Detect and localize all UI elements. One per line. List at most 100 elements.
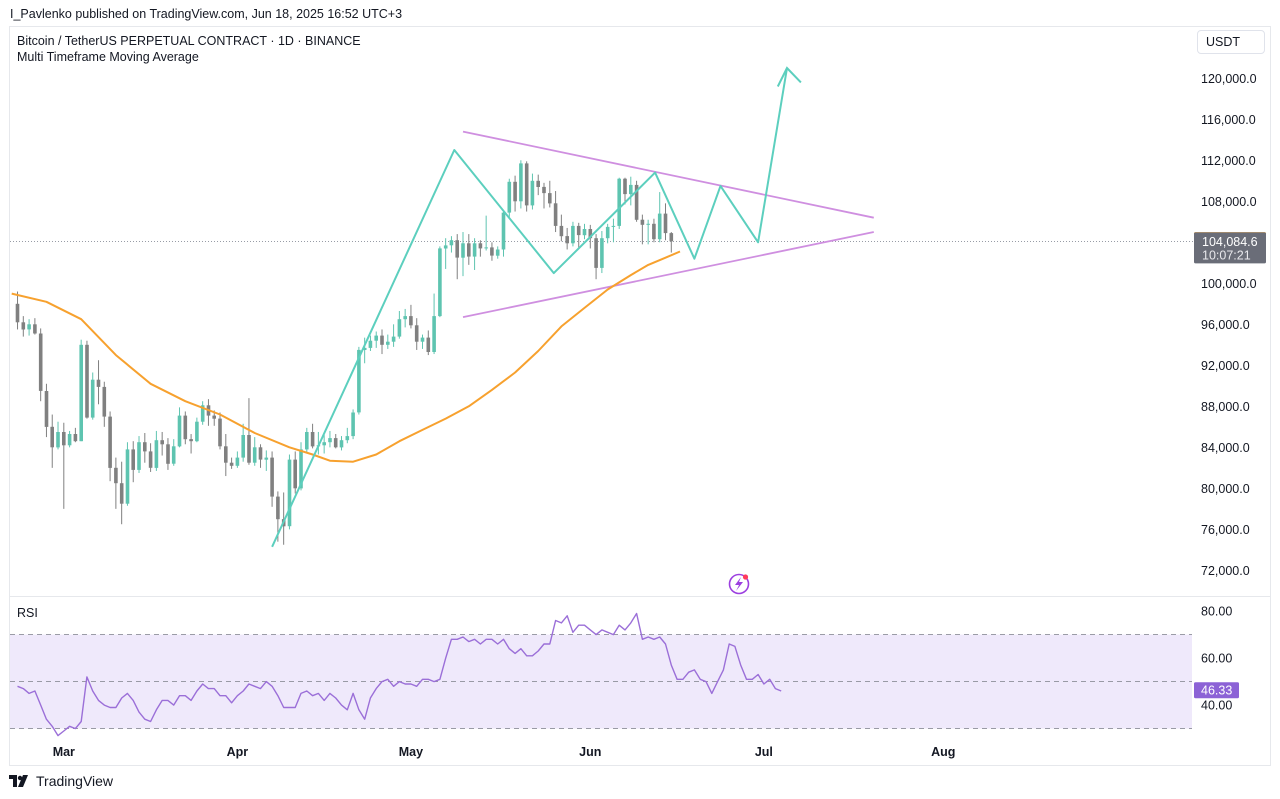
candle-body[interactable]	[293, 459, 297, 489]
candle-body[interactable]	[171, 446, 176, 464]
candle-body[interactable]	[426, 337, 431, 352]
candle-body[interactable]	[351, 412, 355, 437]
candle-body[interactable]	[449, 240, 454, 246]
candle-body[interactable]	[495, 249, 500, 256]
candle-body[interactable]	[397, 319, 402, 337]
candle-body[interactable]	[576, 225, 581, 236]
candle-body[interactable]	[276, 496, 280, 520]
moving-average-line[interactable]	[11, 250, 681, 463]
pattern-arrow-head[interactable]	[776, 66, 802, 87]
candle-body[interactable]	[177, 415, 182, 447]
candle-body[interactable]	[328, 438, 332, 443]
candle-body[interactable]	[90, 379, 95, 418]
candle-body[interactable]	[414, 325, 419, 342]
candle-body[interactable]	[38, 333, 43, 391]
candle-body[interactable]	[27, 324, 31, 330]
candle-body[interactable]	[391, 336, 396, 342]
candle-body[interactable]	[247, 435, 251, 463]
candle-body[interactable]	[143, 442, 147, 452]
candle-body[interactable]	[600, 238, 604, 268]
candle-body[interactable]	[189, 439, 193, 442]
indicator-legend[interactable]: Multi Timeframe Moving Average	[17, 50, 199, 64]
candle-body[interactable]	[333, 438, 338, 448]
candle-body[interactable]	[432, 316, 436, 352]
candle-body[interactable]	[200, 405, 205, 422]
candle-body[interactable]	[461, 243, 465, 258]
tradingview-logo[interactable]: TradingView	[9, 773, 113, 789]
candle-body[interactable]	[44, 391, 49, 427]
candle-body[interactable]	[513, 181, 517, 202]
candle-body[interactable]	[403, 316, 407, 320]
lightning-icon[interactable]	[728, 573, 750, 595]
candle-body[interactable]	[472, 243, 477, 257]
candle-body[interactable]	[594, 238, 598, 268]
candle-body[interactable]	[114, 467, 118, 484]
candle-body[interactable]	[617, 178, 621, 226]
candle-body[interactable]	[252, 447, 257, 463]
candle-body[interactable]	[553, 203, 558, 226]
candle-body[interactable]	[536, 180, 540, 187]
candle-body[interactable]	[96, 379, 101, 387]
candle-body[interactable]	[443, 245, 448, 249]
pattern-projection-line[interactable]	[271, 67, 788, 548]
candle-body[interactable]	[119, 483, 124, 504]
candle-body[interactable]	[183, 415, 188, 440]
candle-body[interactable]	[409, 316, 413, 326]
candle-body[interactable]	[467, 243, 471, 257]
candle-body[interactable]	[582, 229, 587, 236]
candle-body[interactable]	[85, 344, 89, 418]
candle-body[interactable]	[79, 344, 83, 442]
candle-body[interactable]	[623, 178, 627, 195]
candle-body[interactable]	[478, 243, 483, 249]
candle-body[interactable]	[663, 213, 668, 234]
candle-body[interactable]	[519, 163, 523, 202]
symbol-legend[interactable]: Bitcoin / TetherUS PERPETUAL CONTRACT · …	[17, 34, 361, 48]
rsi-line[interactable]	[17, 612, 782, 737]
candle-body[interactable]	[386, 341, 390, 345]
candle-body[interactable]	[102, 386, 107, 417]
candle-body[interactable]	[640, 219, 645, 225]
candle-body[interactable]	[611, 225, 616, 227]
candle-body[interactable]	[588, 229, 593, 239]
candle-body[interactable]	[15, 303, 20, 323]
candle-body[interactable]	[605, 226, 610, 239]
candle-body[interactable]	[137, 442, 141, 470]
candle-body[interactable]	[362, 347, 367, 350]
triangle-lower-line[interactable]	[462, 231, 874, 319]
candle-body[interactable]	[559, 225, 564, 237]
candle-body[interactable]	[438, 248, 442, 317]
candle-body[interactable]	[646, 223, 650, 225]
candle-body[interactable]	[195, 421, 199, 442]
candle-body[interactable]	[501, 212, 506, 250]
candle-body[interactable]	[160, 440, 164, 445]
candle-body[interactable]	[299, 449, 303, 489]
candle-body[interactable]	[241, 435, 245, 458]
candle-body[interactable]	[565, 236, 569, 244]
candle-body[interactable]	[322, 442, 326, 446]
candle-body[interactable]	[131, 449, 135, 470]
candle-body[interactable]	[530, 180, 535, 206]
candle-body[interactable]	[374, 335, 378, 341]
candle-body[interactable]	[21, 322, 26, 330]
candle-body[interactable]	[62, 432, 66, 446]
candle-body[interactable]	[50, 426, 54, 448]
candle-body[interactable]	[420, 337, 425, 342]
candle-body[interactable]	[148, 451, 153, 468]
candle-body[interactable]	[224, 446, 228, 463]
candle-body[interactable]	[657, 213, 662, 240]
candle-body[interactable]	[270, 457, 274, 497]
candle-body[interactable]	[235, 457, 240, 466]
candle-body[interactable]	[380, 335, 384, 345]
candle-body[interactable]	[264, 457, 269, 460]
candle-body[interactable]	[345, 436, 350, 441]
candle-body[interactable]	[669, 233, 674, 242]
candle-body[interactable]	[634, 184, 639, 220]
candle-body[interactable]	[125, 449, 130, 504]
candle-body[interactable]	[507, 181, 512, 213]
candle-body[interactable]	[73, 434, 78, 442]
candle-body[interactable]	[229, 462, 234, 466]
candle-body[interactable]	[166, 444, 170, 464]
candle-body[interactable]	[542, 186, 546, 194]
candle-body[interactable]	[108, 416, 112, 468]
candle-body[interactable]	[571, 225, 575, 244]
